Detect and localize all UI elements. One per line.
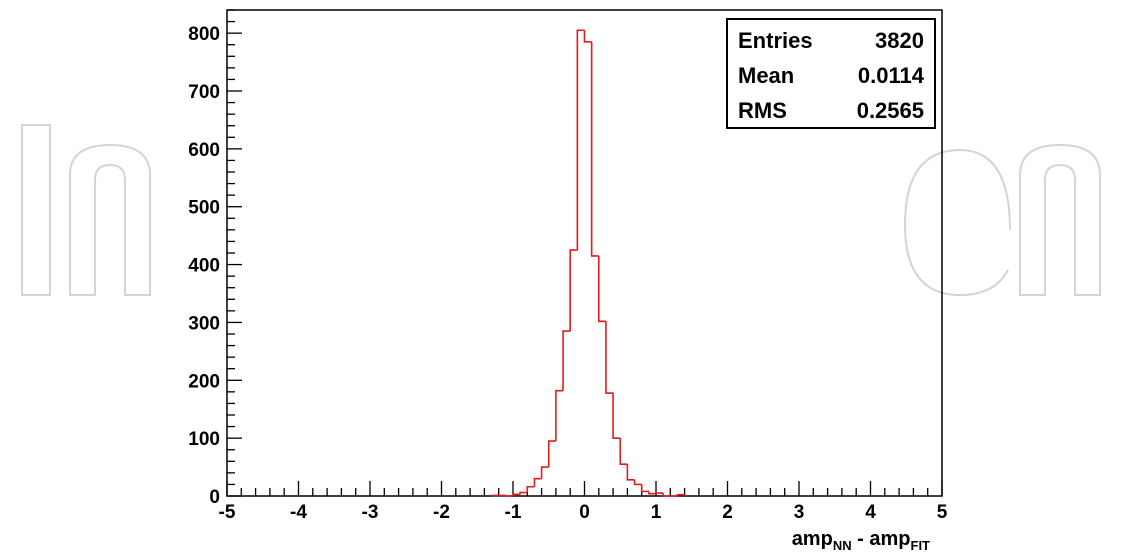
x-axis: -5 -4 -3 -2 -1 0 1 2 3 4 5 [219, 481, 948, 523]
x-tick-label: 0 [579, 502, 590, 523]
y-axis: 0 100 200 300 400 500 600 700 800 [188, 9, 242, 508]
histogram-bin [533, 477, 542, 487]
histogram-bin [655, 492, 664, 494]
stats-box: Entries 3820 Mean 0.0114 RMS 0.2565 [726, 18, 936, 129]
histogram-bin [490, 494, 499, 497]
histogram-bin [540, 466, 549, 479]
stat-entries-label: Entries [738, 28, 813, 53]
histogram-bin [626, 464, 635, 481]
histogram-bin [555, 389, 564, 442]
x-tick-label: -1 [505, 502, 522, 523]
x-tick-label: -3 [362, 502, 379, 523]
histogram-bin [526, 485, 535, 493]
histogram-bin [512, 493, 521, 496]
y-tick-label: 700 [188, 82, 220, 103]
x-title-part-1: amp [792, 528, 833, 550]
stat-entries-value: 3820 [875, 28, 924, 53]
histogram-bin [519, 491, 528, 495]
x-tick-label: 5 [937, 502, 948, 523]
watermark [21, 124, 1101, 297]
histogram-bin [562, 330, 571, 391]
y-tick-label: 500 [188, 198, 220, 219]
histogram-bin [648, 491, 656, 495]
y-tick-label: 400 [188, 256, 220, 277]
histogram-bin [605, 321, 614, 394]
histogram-bin [547, 440, 556, 468]
stat-rms-value: 0.2565 [857, 98, 924, 123]
y-tick-label: 200 [188, 371, 220, 392]
x-tick-label: 3 [794, 502, 805, 523]
histogram-bin [569, 249, 578, 332]
y-tick-label: 300 [188, 313, 220, 334]
histogram-bin [640, 484, 649, 493]
y-tick-label: 800 [188, 24, 220, 45]
histogram-bin [505, 495, 513, 497]
histogram-bin [612, 393, 621, 439]
x-axis-title: ampNN - ampFIT [792, 528, 930, 553]
histogram-bin [576, 29, 585, 251]
x-title-sub-2: FIT [911, 538, 931, 553]
histogram-bins [490, 29, 686, 497]
histogram-bin [662, 493, 671, 497]
x-tick-label: 2 [722, 502, 733, 523]
histogram-bin [619, 438, 628, 465]
y-tick-label: 100 [188, 429, 220, 450]
x-tick-label: -4 [290, 502, 307, 523]
histogram-bin [598, 255, 606, 323]
histogram-bin [676, 494, 685, 496]
x-title-sub-1: NN [833, 538, 852, 553]
histogram-bin [583, 30, 592, 43]
stat-rms-label: RMS [738, 98, 787, 123]
y-tick-label: 0 [209, 487, 220, 508]
x-tick-label: 1 [651, 502, 662, 523]
x-tick-label: -5 [219, 502, 236, 523]
x-title-part-2: - amp [852, 528, 911, 550]
x-tick-label: 4 [865, 502, 876, 523]
stat-mean-value: 0.0114 [858, 63, 925, 88]
x-tick-label: -2 [433, 502, 450, 523]
histogram-bin [590, 41, 599, 257]
histogram-bin [633, 479, 642, 486]
y-tick-label: 600 [188, 140, 220, 161]
stats-box-frame [726, 18, 936, 129]
stat-mean-label: Mean [738, 63, 794, 88]
